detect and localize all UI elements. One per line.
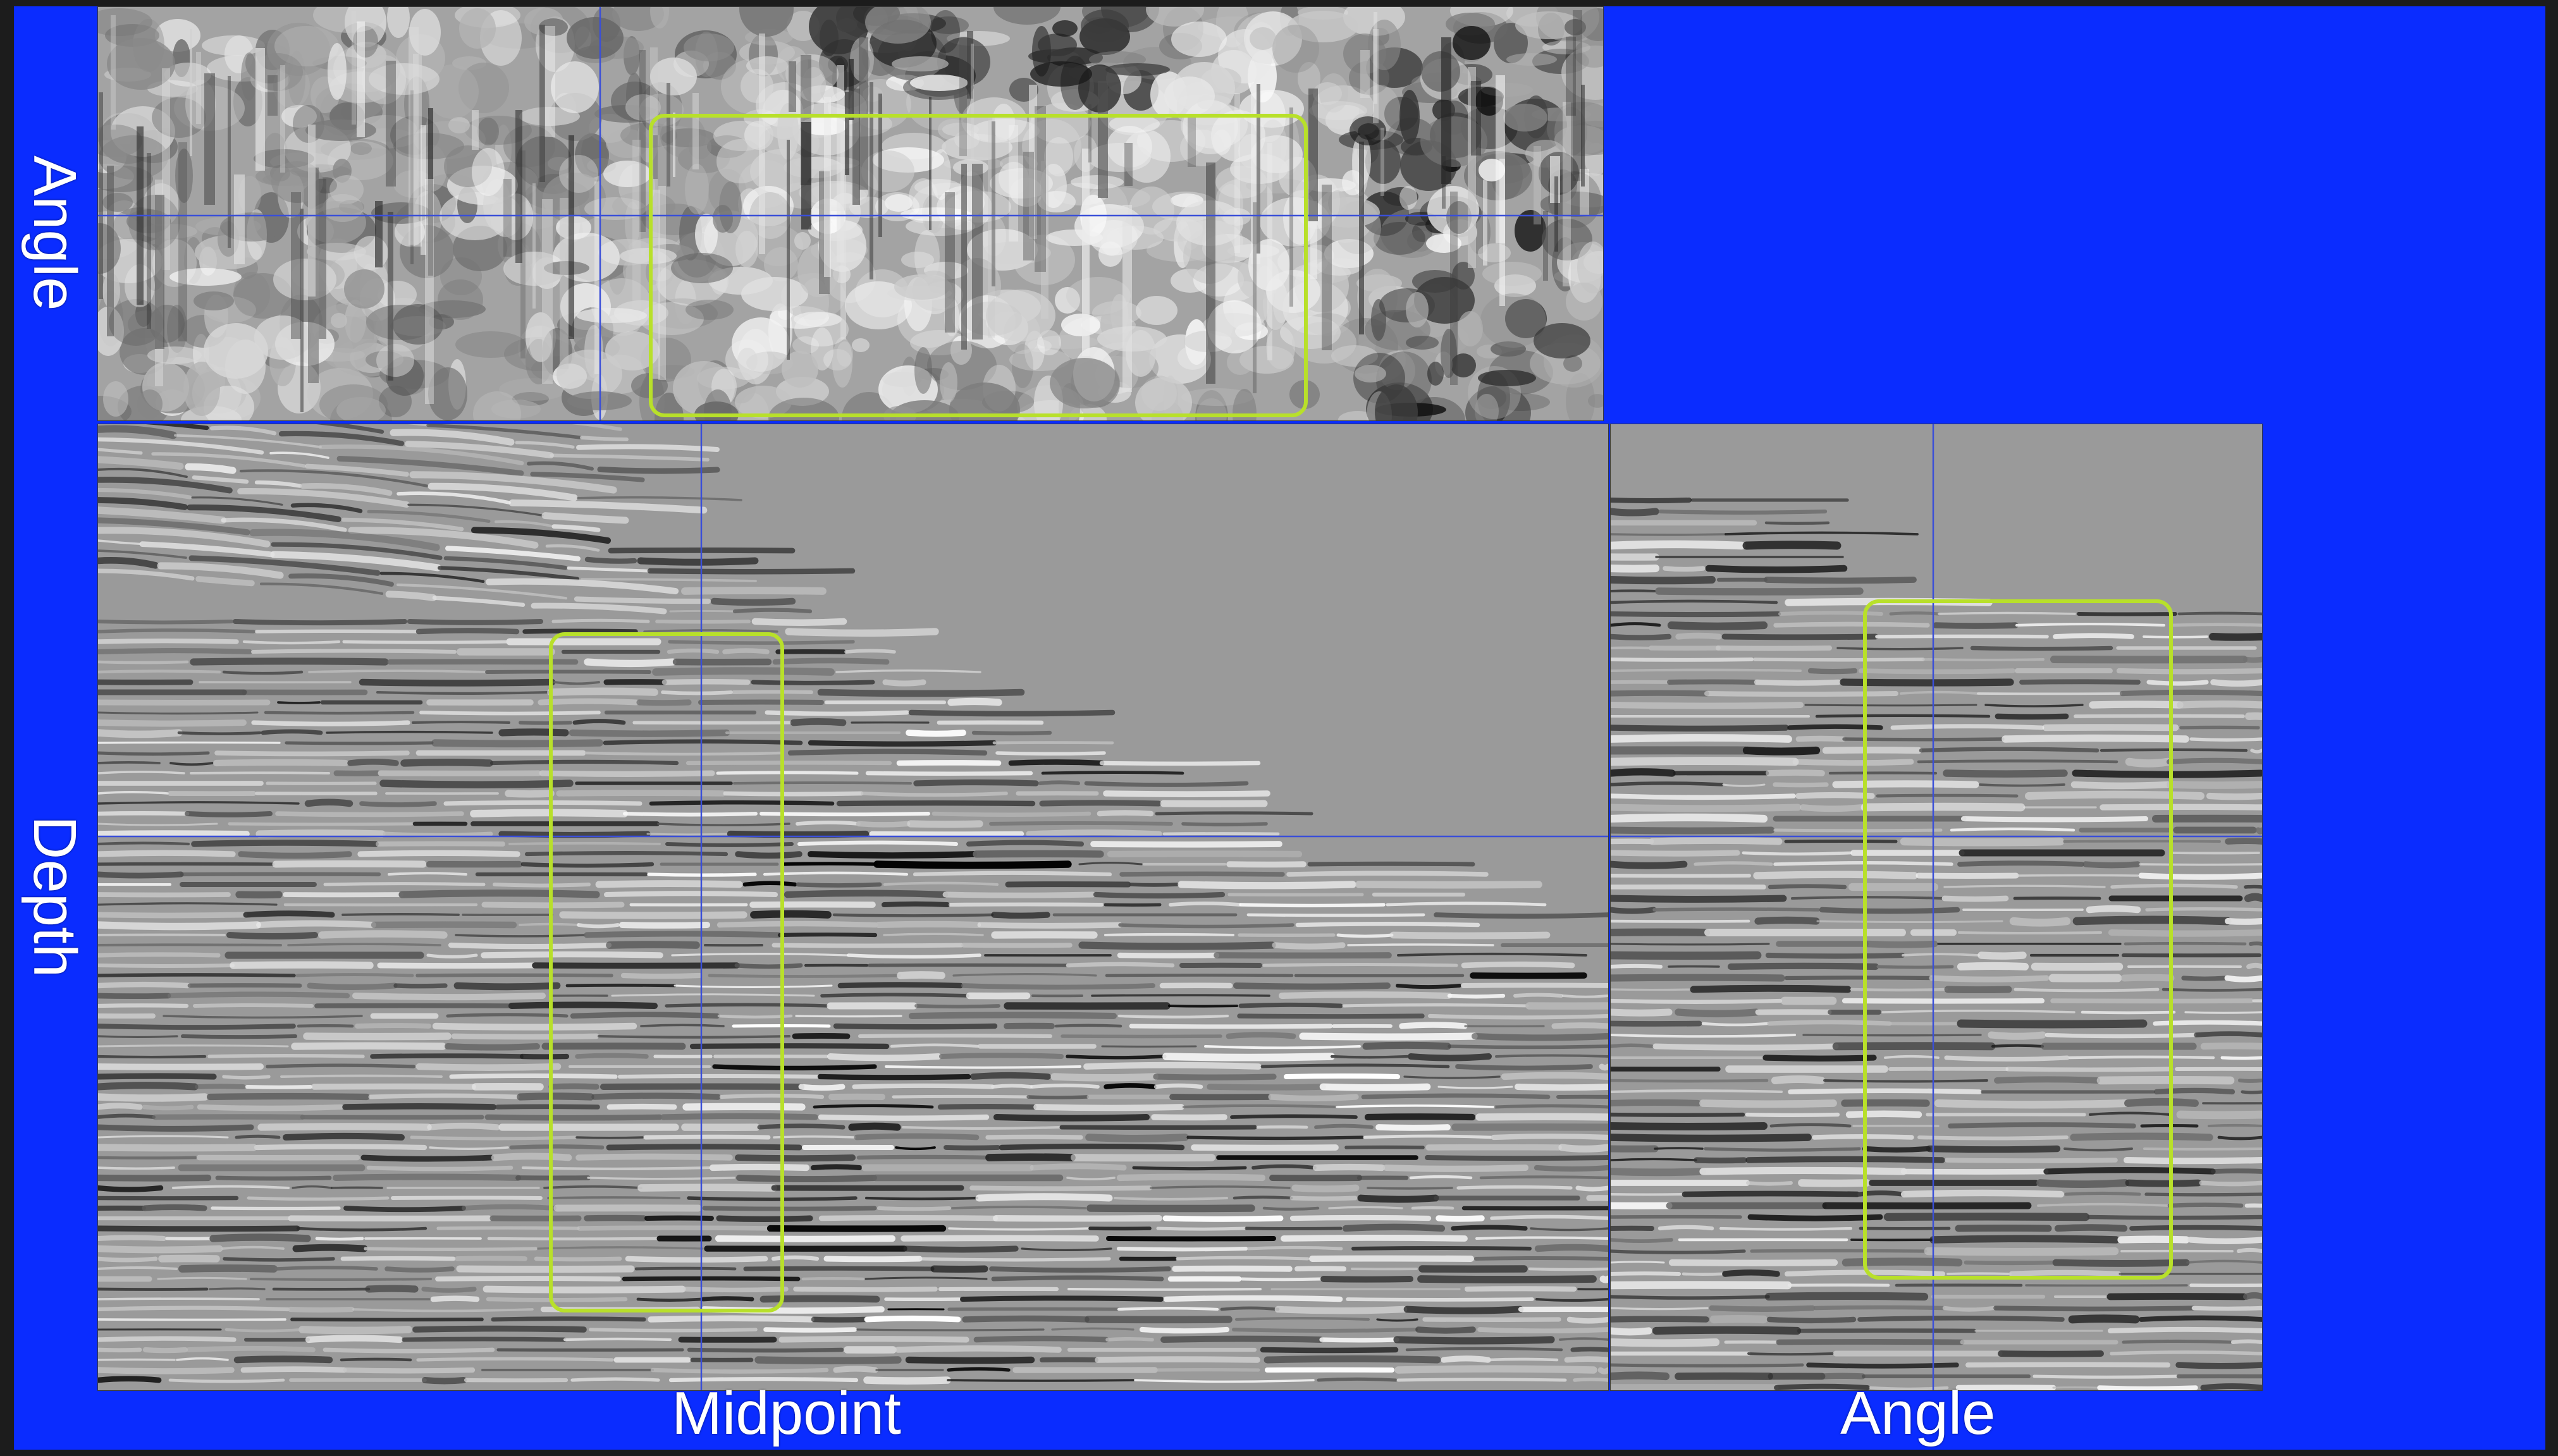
seismic-reflectors xyxy=(1611,497,2262,1390)
highlight-box-gather xyxy=(1863,599,2173,1280)
crosshair xyxy=(98,424,1608,1390)
angle-axis-label-top: Angle xyxy=(21,156,89,311)
depth-angle-image xyxy=(1611,424,2262,1390)
depth-axis-label: Depth xyxy=(21,816,89,978)
angle-midpoint-image xyxy=(98,7,1603,420)
highlight-box-angle xyxy=(649,114,1308,417)
amplitude-blotches xyxy=(98,7,1603,420)
depth-midpoint-image xyxy=(98,424,1608,1390)
depth-midpoint-panel xyxy=(97,424,1609,1391)
highlight-box-midpoint xyxy=(549,632,784,1312)
crosshair xyxy=(98,7,1603,420)
seismic-reflectors xyxy=(98,424,1608,1385)
midpoint-axis-label: Midpoint xyxy=(672,1380,901,1447)
angle-axis-label-bottom: Angle xyxy=(1840,1380,1996,1447)
crosshair xyxy=(1611,424,2262,1390)
figure-canvas: Angle Depth Midpoint Angle xyxy=(14,6,2545,1450)
angle-midpoint-panel xyxy=(97,6,1604,421)
depth-angle-panel xyxy=(1610,424,2263,1391)
